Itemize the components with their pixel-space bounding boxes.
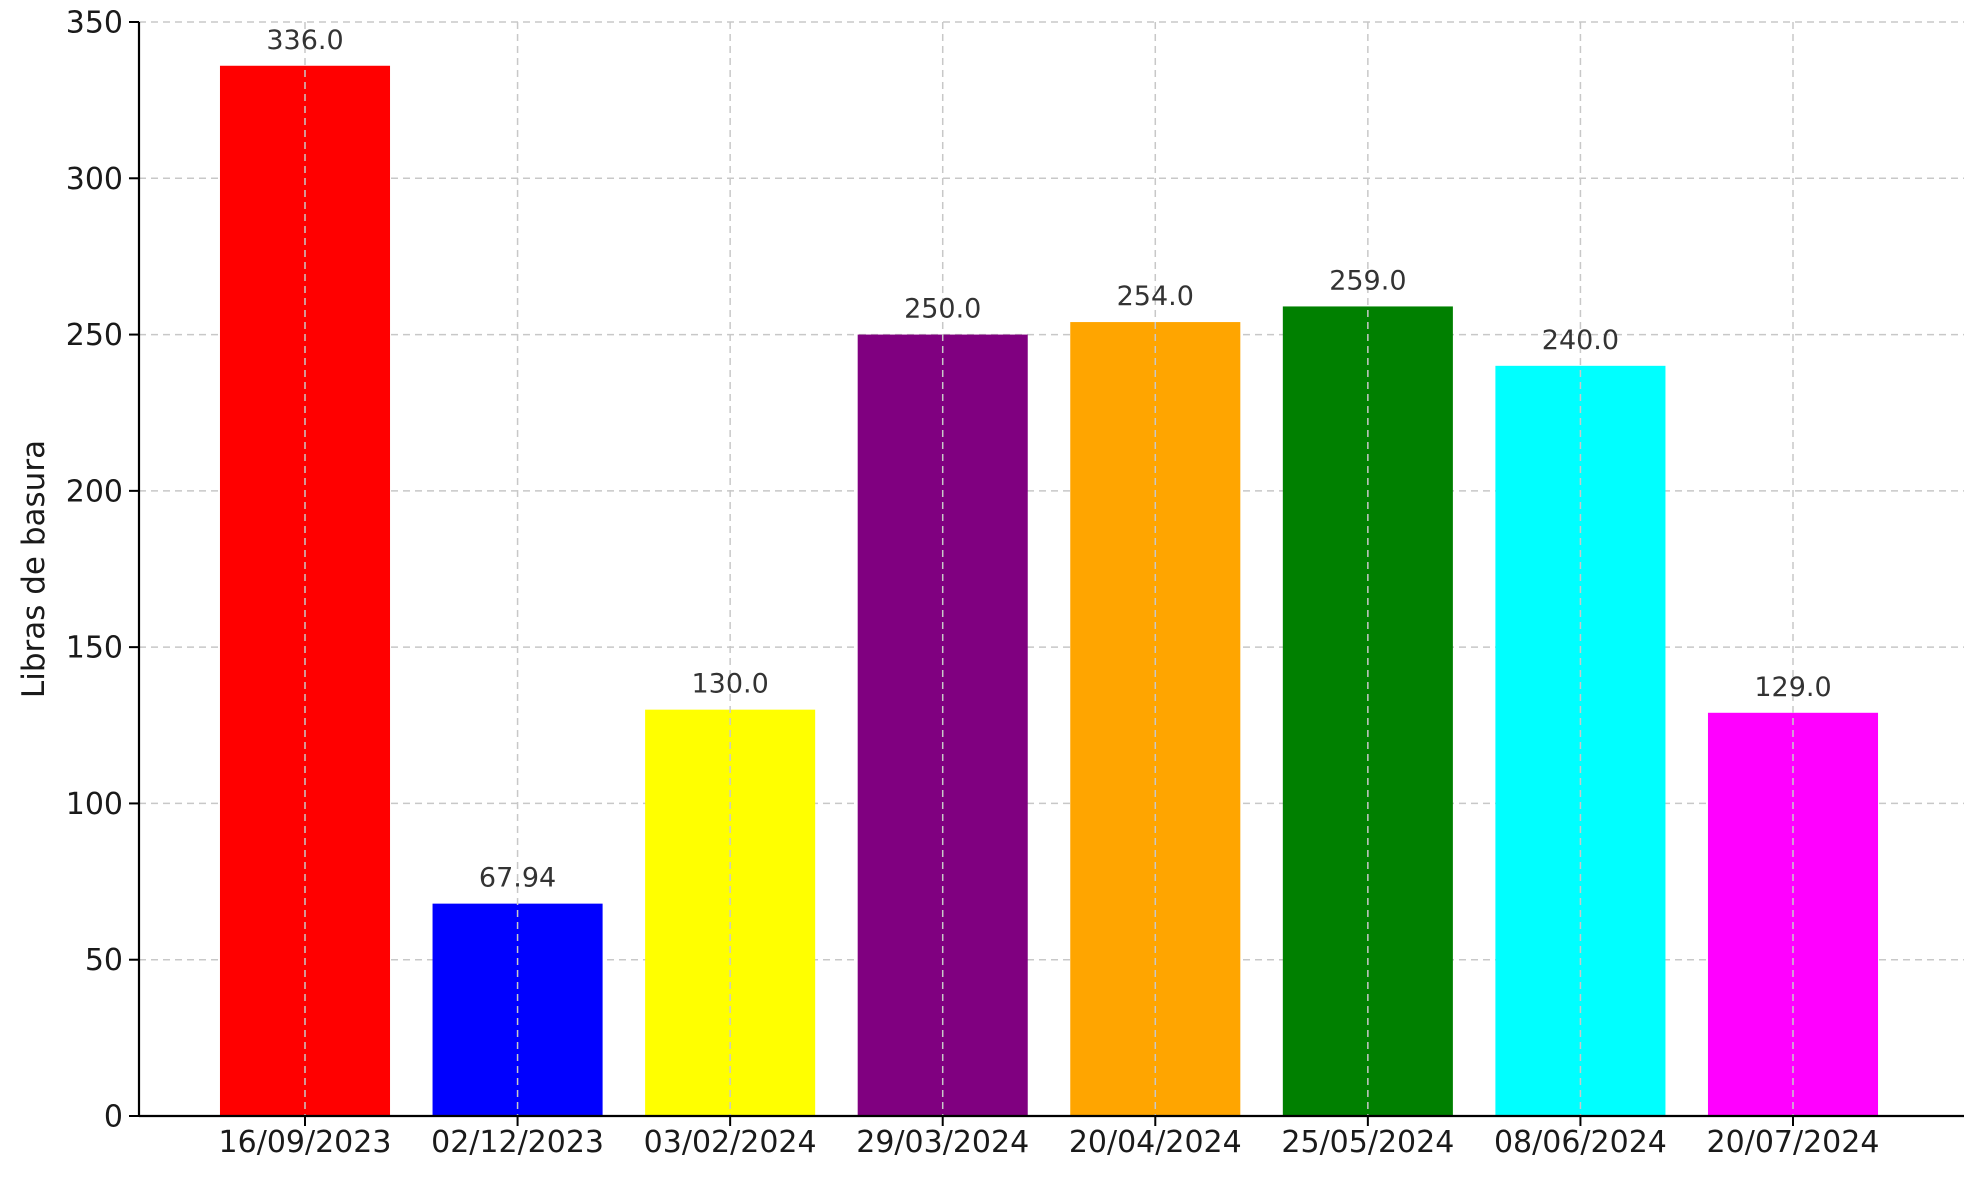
x-tick-label: 29/03/2024	[856, 1125, 1029, 1160]
axes	[129, 21, 1964, 1126]
y-tick-label: 200	[66, 474, 123, 509]
y-tick-label: 350	[66, 6, 123, 41]
x-tick-label: 20/04/2024	[1069, 1125, 1242, 1160]
grid	[139, 21, 1964, 961]
bar-value-label: 259.0	[1329, 265, 1406, 296]
vertical-grid	[304, 22, 1794, 1116]
y-tick-label: 150	[66, 631, 123, 666]
x-tick-label: 02/12/2023	[431, 1125, 604, 1160]
y-tick-label: 300	[66, 162, 123, 197]
y-tick-label: 0	[104, 1100, 123, 1135]
y-axis-label: Libras de basura	[16, 440, 52, 698]
labels: 0 50 100 150 200 250 300 350 336.0 16/09/2023 67.9…	[66, 6, 1880, 1161]
y-tick-label: 50	[85, 943, 123, 978]
x-tick-label: 16/09/2023	[219, 1125, 392, 1160]
bar-value-label: 254.0	[1117, 281, 1194, 312]
x-tick-label: 08/06/2024	[1494, 1125, 1667, 1160]
x-tick-label: 03/02/2024	[644, 1125, 817, 1160]
bar-value-label: 130.0	[691, 669, 768, 700]
y-tick-label: 100	[66, 787, 123, 822]
y-tick-label: 250	[66, 318, 123, 353]
bar-value-label: 250.0	[904, 294, 981, 325]
x-tick-label: 20/07/2024	[1707, 1125, 1880, 1160]
bar-value-label: 240.0	[1542, 325, 1619, 356]
bar-value-label: 67.94	[479, 863, 556, 894]
x-tick-label: 25/05/2024	[1281, 1125, 1454, 1160]
bar-value-label: 129.0	[1754, 672, 1831, 703]
bars	[219, 65, 1879, 1117]
bar-value-label: 336.0	[266, 25, 343, 56]
